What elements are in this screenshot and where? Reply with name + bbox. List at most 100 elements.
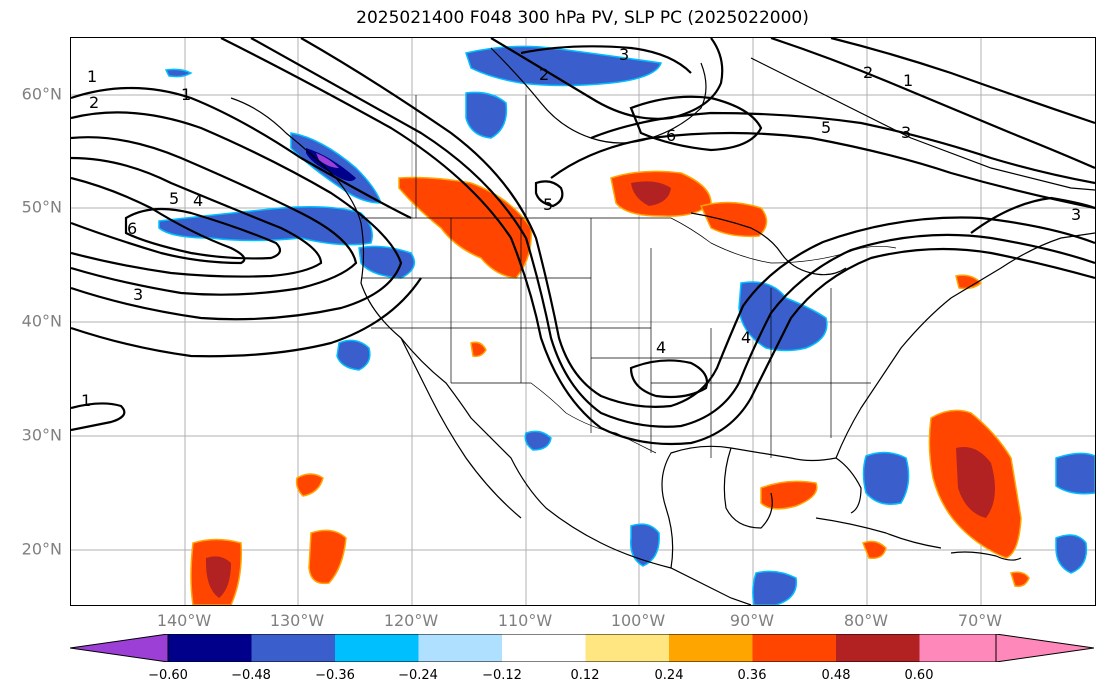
contour-trough-2 [250, 38, 1095, 428]
colorbar-tick-label: −0.48 [231, 668, 271, 683]
lon-label-80w: 80°W [843, 611, 889, 630]
pv-pos-pacific-b [308, 529, 347, 585]
pv-pos-nova [955, 274, 983, 290]
contour-label: 2 [863, 63, 873, 82]
colorbar-tick-label: 0.48 [821, 668, 851, 683]
colorbar [69, 633, 1095, 663]
colorbar-extend-low [69, 633, 169, 663]
colorbar-bin [919, 634, 996, 662]
pv-pos-atlantic-core [956, 447, 995, 518]
pv-pos-pr [1010, 571, 1030, 588]
contour-north-2 [629, 95, 763, 152]
contour-label: 3 [901, 123, 911, 142]
contour-labels: 1 2 4 5 6 3 1 2 3 6 5 4 5 1 2 3 4 3 1 [81, 45, 1081, 410]
contour-east-2 [534, 180, 564, 208]
coast-hispaniola [950, 551, 1022, 561]
contour-label: 2 [539, 65, 549, 84]
contour-trough-1 [220, 38, 1095, 446]
contour-east-1 [970, 196, 1095, 234]
contour-label: 5 [543, 195, 553, 214]
contour-west-8 [71, 402, 126, 432]
pv-neg-mexico [630, 523, 660, 567]
border-us-mexico [451, 382, 657, 454]
colorbar-tick-label: −0.36 [315, 668, 355, 683]
lon-label-110w: 110°W [497, 611, 553, 630]
colorbar-bin [502, 634, 586, 662]
pv-pos-ontario-core [631, 181, 671, 206]
contour-label: 6 [127, 219, 137, 238]
contour-label: 2 [89, 93, 99, 112]
contour-label: 1 [181, 85, 191, 104]
colorbar-bin [418, 634, 502, 662]
colorbar-bin [585, 634, 669, 662]
gridlines [71, 38, 1095, 605]
contour-west-5 [124, 207, 282, 260]
contour-north-7 [830, 38, 1095, 125]
pv-pos-gulf [760, 480, 818, 510]
colorbar-bin [251, 634, 335, 662]
lat-label-50n: 50°N [21, 197, 62, 217]
coast-great-lakes [690, 212, 847, 276]
colorbar-tick-label: −0.60 [148, 668, 188, 683]
contour-label: 6 [666, 126, 676, 145]
colorbar-bin [669, 634, 753, 662]
colorbar-extend-high [995, 633, 1095, 663]
pv-neg-alaska [164, 68, 193, 78]
coast-cuba [815, 517, 942, 549]
pv-positive-anomalies [190, 170, 1030, 605]
pv-neg-carib [1055, 534, 1088, 574]
lon-label-70w: 70°W [957, 611, 1003, 630]
pv-neg-oregon [358, 245, 416, 279]
pv-neg-central-am [752, 570, 798, 605]
contour-trough-3 [300, 38, 1095, 408]
pv-neg-florida [862, 451, 910, 505]
pv-pos-pacific-c [295, 473, 324, 497]
pv-neg-nw-pacific [158, 206, 373, 246]
colorbar-bin [836, 634, 920, 662]
colorbar-bin [168, 634, 252, 662]
lat-label-40n: 40°N [21, 311, 62, 331]
coast-labrador [750, 57, 1095, 191]
contour-label: 3 [133, 285, 143, 304]
colorbar-tick-label: −0.24 [398, 668, 438, 683]
lon-label-90w: 90°W [729, 611, 775, 630]
pv-neg-hudson-b [465, 91, 508, 139]
pv-negative-anomalies [158, 45, 1095, 605]
contour-west-2 [71, 111, 403, 321]
borders [361, 95, 897, 458]
slp-contours [71, 38, 1095, 446]
contour-label: 1 [87, 67, 97, 86]
colorbar-tick-label: 0.12 [570, 668, 600, 683]
lat-label-20n: 20°N [21, 539, 62, 559]
colorbar-tick-label: 0.60 [904, 668, 934, 683]
pv-neg-atlantic [1055, 452, 1095, 495]
contour-label: 5 [821, 118, 831, 137]
border-us-canada [361, 217, 897, 264]
pv-neg-hudson [465, 45, 662, 87]
coast-east [835, 232, 1095, 459]
coast-baja [400, 337, 522, 519]
map-title: 2025021400 F048 300 hPa PV, SLP PC (2025… [356, 8, 809, 28]
pv-neg-bc-purple [316, 153, 339, 168]
pv-neg-baja [336, 339, 371, 371]
contour-label: 4 [656, 338, 666, 357]
lat-label-30n: 30°N [21, 425, 62, 445]
contour-label: 4 [193, 191, 203, 210]
contour-west-1 [71, 86, 412, 219]
contour-west-4 [71, 156, 323, 278]
lon-label-120w: 120°W [383, 611, 439, 630]
contour-label: 3 [1071, 205, 1081, 224]
lat-label-60n: 60°N [21, 84, 62, 104]
map-panel: 1 2 4 5 6 3 1 2 3 6 5 4 5 1 2 3 4 3 1 [70, 37, 1096, 606]
contour-label: 1 [903, 71, 913, 90]
contour-west-7 [71, 277, 422, 358]
coast-gulf [661, 445, 862, 569]
contour-label: 4 [741, 328, 751, 347]
contour-north-4 [550, 131, 1095, 210]
colorbar-tick-label: 0.24 [654, 668, 684, 683]
colorbar-tick-label: −0.12 [482, 668, 522, 683]
pv-pos-az [470, 341, 487, 358]
contour-label: 3 [619, 45, 629, 64]
coast-yucatan [723, 447, 773, 529]
colorbar-bin [335, 634, 419, 662]
